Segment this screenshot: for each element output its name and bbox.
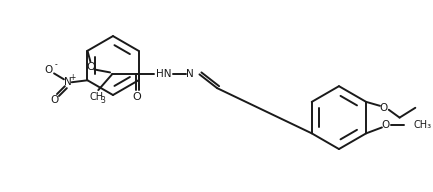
- Text: O: O: [382, 120, 390, 131]
- Text: 3: 3: [101, 96, 106, 105]
- Text: +: +: [70, 73, 76, 82]
- Text: O: O: [380, 103, 388, 113]
- Text: O: O: [132, 92, 141, 102]
- Text: O: O: [50, 95, 58, 105]
- Text: N: N: [64, 77, 72, 87]
- Text: CH₃: CH₃: [414, 120, 431, 131]
- Text: O: O: [44, 65, 52, 75]
- Text: CH: CH: [89, 92, 103, 102]
- Text: O: O: [86, 61, 95, 72]
- Text: HN: HN: [156, 69, 172, 79]
- Text: N: N: [186, 69, 194, 79]
- Text: -: -: [55, 60, 58, 69]
